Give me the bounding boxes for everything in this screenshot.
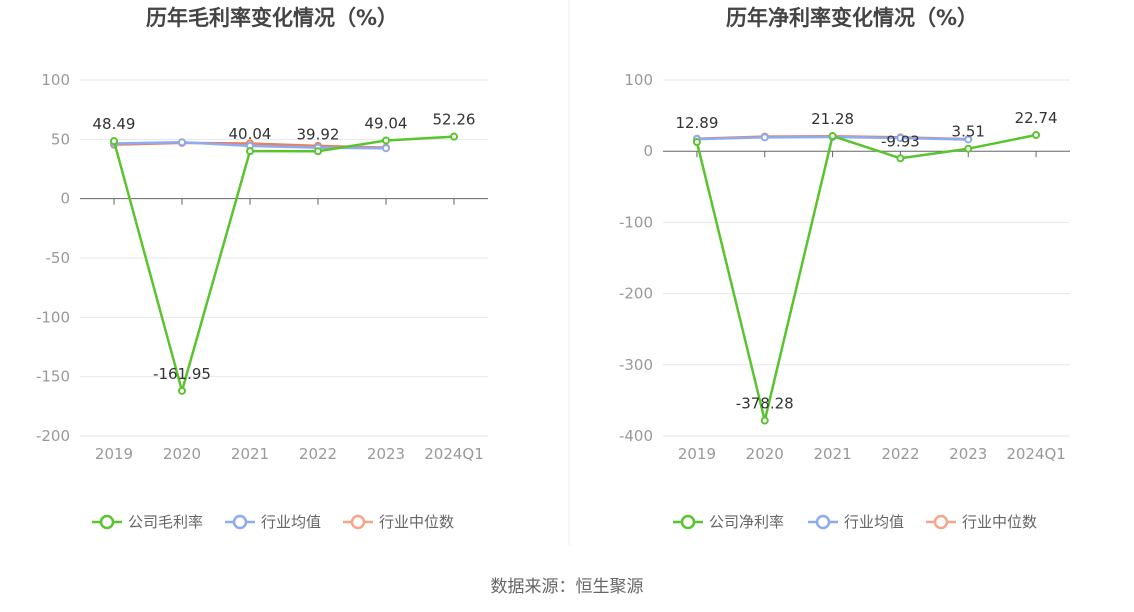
y-tick-label: -400 [619, 427, 653, 445]
legend-swatch-marker [350, 514, 366, 530]
data-point-company [828, 132, 837, 141]
net-margin-chart: 历年净利率变化情况（%） 100 0 -100 -200 -300 -400 2019 2020… [619, 6, 1070, 531]
data-point-company [382, 136, 390, 145]
data-label: -161.95 [153, 365, 211, 383]
data-point-company [178, 386, 186, 395]
data-label: 22.74 [1015, 109, 1058, 127]
legend-swatch-marker [815, 514, 831, 530]
chart-title: 历年毛利率变化情况（%） [146, 6, 398, 30]
data-label: -9.93 [881, 132, 920, 150]
data-point-company [1032, 131, 1041, 140]
data-label: -378.28 [736, 395, 794, 413]
chart-title: 历年净利率变化情况（%） [726, 6, 978, 30]
y-tick-label: 100 [624, 71, 653, 89]
x-tick-label: 2024Q1 [424, 445, 484, 463]
legend-swatch-marker [680, 514, 696, 530]
data-point-avg [964, 135, 973, 144]
y-tick-label: -200 [36, 427, 70, 445]
y-tick-label: 0 [643, 142, 653, 160]
y-tick-label: 100 [41, 71, 70, 89]
data-label: 12.89 [675, 114, 718, 132]
data-label: 40.04 [229, 125, 272, 143]
data-label: 49.04 [365, 114, 408, 132]
x-tick-label: 2020 [163, 445, 201, 463]
legend-label: 公司毛利率 [128, 513, 203, 531]
y-tick-label: -100 [36, 308, 70, 326]
y-tick-label: -150 [36, 368, 70, 386]
legend-label: 行业均值 [844, 513, 904, 531]
x-tick-label: 2023 [949, 445, 987, 463]
legend-label: 行业均值 [261, 513, 321, 531]
data-point-avg [382, 144, 390, 153]
y-tick-label: -200 [619, 285, 653, 303]
data-point-company [450, 132, 458, 141]
legend-label: 公司净利率 [709, 513, 784, 531]
gross-margin-chart: 历年毛利率变化情况（%） 100 50 0 -50 -100 -150 -200 2019 202… [36, 6, 488, 531]
data-point-avg [178, 138, 186, 147]
legend-swatch-marker [933, 514, 949, 530]
data-label: 21.28 [811, 110, 854, 128]
legend-label: 行业中位数 [379, 513, 454, 531]
data-point-avg [760, 133, 769, 142]
legend-label: 行业中位数 [962, 513, 1037, 531]
x-tick-label: 2024Q1 [1006, 445, 1066, 463]
data-label: 48.49 [93, 115, 136, 133]
x-tick-label: 2022 [881, 445, 919, 463]
legend-swatch-marker [232, 514, 248, 530]
x-tick-label: 2022 [299, 445, 337, 463]
data-source-note: 数据来源：恒生聚源 [491, 577, 644, 597]
y-tick-label: -100 [619, 213, 653, 231]
x-tick-label: 2019 [95, 445, 133, 463]
x-tick-label: 2021 [813, 445, 851, 463]
data-point-company [110, 137, 118, 146]
y-tick-label: -50 [46, 249, 71, 267]
data-point-avg [896, 134, 905, 143]
x-tick-label: 2020 [746, 445, 784, 463]
data-point-company [692, 138, 701, 147]
data-point-company [246, 147, 254, 156]
legend-swatch-marker [99, 514, 115, 530]
data-point-company [760, 416, 769, 425]
x-tick-label: 2023 [367, 445, 405, 463]
data-point-company [896, 154, 905, 163]
data-label: 3.51 [952, 123, 985, 141]
y-tick-label: -300 [619, 356, 653, 374]
x-tick-label: 2019 [678, 445, 716, 463]
x-tick-label: 2021 [231, 445, 269, 463]
data-point-company [314, 147, 322, 156]
series-line-company [112, 135, 455, 393]
series-line-company [695, 133, 1037, 422]
data-point-company [964, 144, 973, 153]
y-tick-label: 50 [51, 130, 70, 148]
data-label: 39.92 [297, 125, 340, 143]
data-label: 52.26 [433, 111, 476, 129]
y-tick-label: 0 [60, 190, 70, 208]
